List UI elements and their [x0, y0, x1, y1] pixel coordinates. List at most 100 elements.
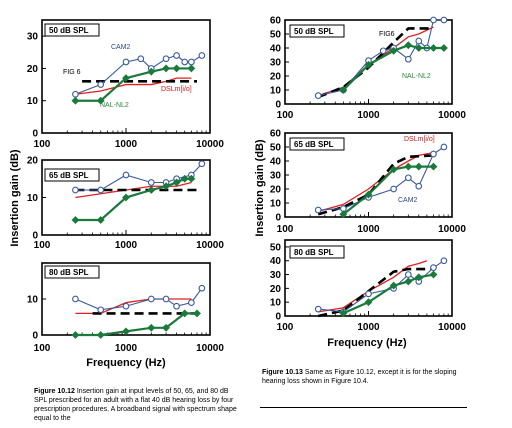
y-tick-label: 10 [270, 86, 282, 97]
figure-12-caption-label: Figure 10.12 [34, 388, 75, 395]
series-annotation: CAM2 [398, 197, 418, 204]
left-y-axis-label: Insertion gain (dB) [9, 149, 21, 247]
y-tick-label: 10 [270, 199, 282, 210]
series-annotation: CAM2 [111, 44, 131, 51]
y-tick-label: 50 [270, 30, 282, 41]
level-box [44, 23, 100, 37]
series-annotation: NAL-NL2 [402, 73, 431, 80]
y-tick-label: 20 [270, 72, 282, 83]
nal-series-line [75, 312, 197, 337]
chart-fig12-80db: 0 10 100 1000 10000 80 dB SPL [27, 262, 224, 354]
x-tick-label: 1000 [357, 224, 380, 235]
level-box [289, 245, 345, 259]
x-tick-label: 100 [34, 240, 51, 251]
cam2-point [173, 52, 180, 59]
nal-point [389, 281, 398, 290]
x-tick-label: 1000 [115, 240, 138, 251]
nal-point [96, 331, 105, 339]
cam2-point [415, 182, 423, 190]
cam2-point [314, 92, 322, 99]
nal-point [414, 162, 423, 171]
series-annotation: FIG 6 [63, 69, 81, 76]
figure-12-caption: Figure 10.12 Insertion gain at input lev… [34, 387, 239, 423]
cam2-point [365, 290, 372, 298]
nal-point [364, 60, 373, 69]
cam2-point [188, 299, 195, 306]
cam2-point [440, 143, 448, 151]
nal-point [364, 298, 373, 307]
nal-point [71, 96, 80, 105]
cam2-point [415, 37, 423, 45]
level-box-label: 65 dB SPL [49, 171, 89, 180]
x-tick-label: 100 [34, 343, 51, 354]
nal-point [122, 74, 130, 83]
nal-point [339, 210, 348, 219]
nal-point [414, 44, 423, 52]
nal-point [162, 64, 171, 73]
cam2-point [404, 174, 412, 182]
x-tick-label: 1000 [357, 322, 380, 333]
cam2-point [122, 171, 130, 179]
level-box-label: 65 dB SPL [294, 140, 334, 149]
nal-point [429, 270, 438, 279]
nal-point [96, 96, 105, 105]
nal-point [147, 67, 156, 76]
nal-series-line [75, 177, 192, 222]
figure-12-caption-text: Insertion gain at input levels of 50, 65… [34, 388, 237, 422]
y-tick-label: 10 [27, 96, 39, 107]
y-tick-label: 0 [32, 129, 38, 140]
cam2-point [198, 284, 206, 292]
x-tick-label: 100 [277, 224, 294, 235]
fig6-series-line [317, 27, 434, 99]
nal-point [389, 165, 398, 174]
chart-fig13-50db: 0 10 20 30 40 50 60 100 1000 10000 50 dB SPL FIG6 NA… [270, 16, 466, 122]
nal-point [187, 174, 196, 183]
nal-point [122, 193, 130, 202]
level-box-label: 50 dB SPL [294, 27, 334, 36]
cam2-point [198, 52, 206, 59]
y-tick-label: 20 [270, 185, 282, 196]
y-tick-label: 0 [32, 231, 38, 242]
cam2-point [147, 295, 155, 303]
y-tick-label: 30 [270, 58, 282, 69]
level-box-label: 80 dB SPL [294, 248, 334, 257]
cam2-point [72, 295, 79, 303]
nal-point [172, 178, 181, 187]
cam2-point [97, 81, 105, 88]
nal-point [339, 309, 348, 318]
nal-point [439, 44, 448, 52]
cam2-point [122, 58, 130, 66]
nal-point [180, 309, 189, 318]
level-box [289, 137, 345, 151]
figure-13-caption-label: Figure 10.13 [262, 369, 303, 376]
level-box [44, 265, 100, 279]
caption-divider [260, 407, 467, 408]
y-tick-label: 60 [270, 129, 282, 140]
x-tick-label: 1000 [115, 343, 138, 354]
x-tick-label: 1000 [357, 110, 380, 121]
dsl-series-line [75, 77, 192, 95]
cam2-point [97, 306, 105, 314]
y-tick-label: 0 [275, 213, 281, 224]
nal-point [122, 327, 130, 336]
series-annotation: DSLm[i/o] [404, 136, 435, 143]
cam2-point [430, 150, 437, 158]
nal-point [172, 64, 181, 73]
nal-point [162, 182, 171, 191]
nal-point [364, 190, 373, 199]
nal-point [71, 331, 80, 339]
nal-point [180, 174, 189, 183]
cam2-point [390, 185, 397, 193]
cam2-point [72, 186, 79, 194]
nal-point [96, 216, 105, 224]
x-tick-label: 10000 [196, 240, 224, 251]
x-tick-label: 1000 [115, 139, 138, 150]
cam2-point [198, 160, 206, 168]
cam2-point [404, 271, 412, 278]
cam2-point [173, 302, 180, 310]
x-tick-label: 100 [277, 110, 294, 121]
cam2-point [379, 47, 387, 55]
figure-13-caption-text: Same as Figure 10.12, except it is for t… [262, 369, 457, 385]
y-tick-label: 20 [27, 156, 39, 167]
cam2-point [440, 16, 448, 24]
